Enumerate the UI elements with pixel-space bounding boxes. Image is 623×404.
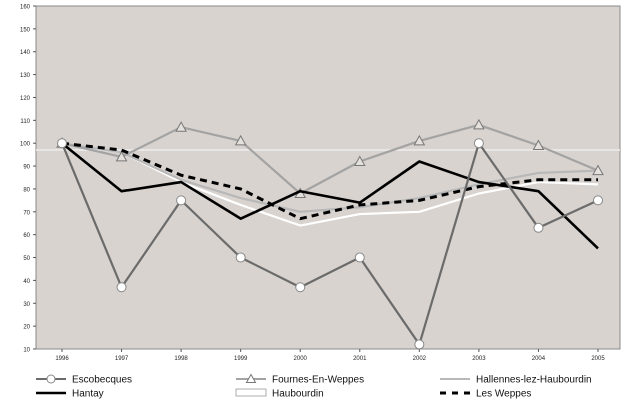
data-point-circle (295, 282, 306, 293)
series-line (61, 123, 599, 195)
y-tick-label: 160 (20, 5, 31, 11)
x-tick-label: 1998 (174, 356, 188, 362)
x-tick-label: 2004 (532, 356, 546, 362)
legend-swatch (235, 388, 267, 397)
x-tick-label: 2002 (413, 356, 427, 362)
legend-label: Hallennes-lez-Haubourdin (476, 375, 592, 386)
data-point-triangle (175, 121, 187, 132)
data-point-triangle (413, 134, 426, 146)
y-tick-label: 10 (23, 348, 30, 354)
y-tick-label: 140 (20, 50, 31, 56)
legend-marker-triangle (245, 373, 257, 383)
y-tick-label: 90 (23, 165, 30, 171)
legend-label: Fournes-En-Weppes (272, 375, 364, 386)
y-tick-label: 20 (23, 325, 30, 331)
series-line (60, 142, 599, 346)
data-point-circle (354, 252, 365, 263)
data-point-circle (473, 138, 484, 149)
data-point-triangle (234, 134, 247, 146)
x-tick-label: 1996 (55, 356, 69, 362)
data-point-circle (235, 252, 246, 263)
x-tick-label: 2001 (353, 356, 367, 362)
y-tick-label: 120 (20, 96, 31, 102)
y-tick-label: 110 (20, 119, 30, 125)
data-point-triangle (532, 139, 545, 150)
data-point-triangle (592, 164, 604, 176)
y-tick-label: 50 (23, 256, 30, 262)
x-tick-label: 2003 (472, 356, 486, 362)
legend-marker-circle (46, 374, 56, 384)
x-tick-label: 1997 (115, 356, 129, 362)
legend-label: Haubourdin (272, 389, 324, 400)
y-tick-label: 40 (23, 279, 30, 285)
y-tick-label: 70 (23, 210, 30, 216)
data-point-circle (533, 222, 544, 233)
series-line (61, 142, 599, 213)
x-tick-label: 1999 (234, 356, 248, 362)
data-point-triangle (115, 150, 128, 162)
data-point-circle (57, 138, 67, 149)
data-point-circle (593, 195, 603, 206)
y-tick-label: 60 (23, 233, 30, 239)
data-point-triangle (353, 155, 366, 166)
y-tick-label: 80 (23, 187, 30, 193)
series-line (61, 141, 598, 221)
data-point-triangle (473, 118, 485, 130)
y-tick-label: 30 (23, 302, 30, 308)
y-tick-label: 150 (20, 27, 31, 33)
legend-label: Escobecques (72, 375, 132, 386)
y-tick-label: 100 (20, 142, 31, 148)
y-tick-label: 130 (20, 73, 31, 79)
x-tick-label: 2000 (294, 356, 308, 362)
legend-label: Hantay (72, 389, 104, 400)
legend-label: Les Weppes (476, 389, 531, 400)
data-point-circle (176, 195, 187, 206)
x-tick-label: 2005 (591, 356, 605, 362)
data-point-circle (414, 339, 425, 350)
data-point-circle (116, 282, 127, 293)
